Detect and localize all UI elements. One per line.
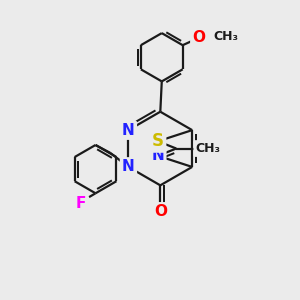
Text: N: N [122, 159, 135, 174]
Text: O: O [192, 30, 206, 45]
Text: N: N [122, 123, 135, 138]
Text: CH₃: CH₃ [195, 142, 220, 155]
Text: CH₃: CH₃ [214, 30, 239, 43]
Text: N: N [152, 148, 164, 163]
Text: S: S [152, 132, 164, 150]
Text: O: O [154, 204, 167, 219]
Text: F: F [76, 196, 86, 211]
